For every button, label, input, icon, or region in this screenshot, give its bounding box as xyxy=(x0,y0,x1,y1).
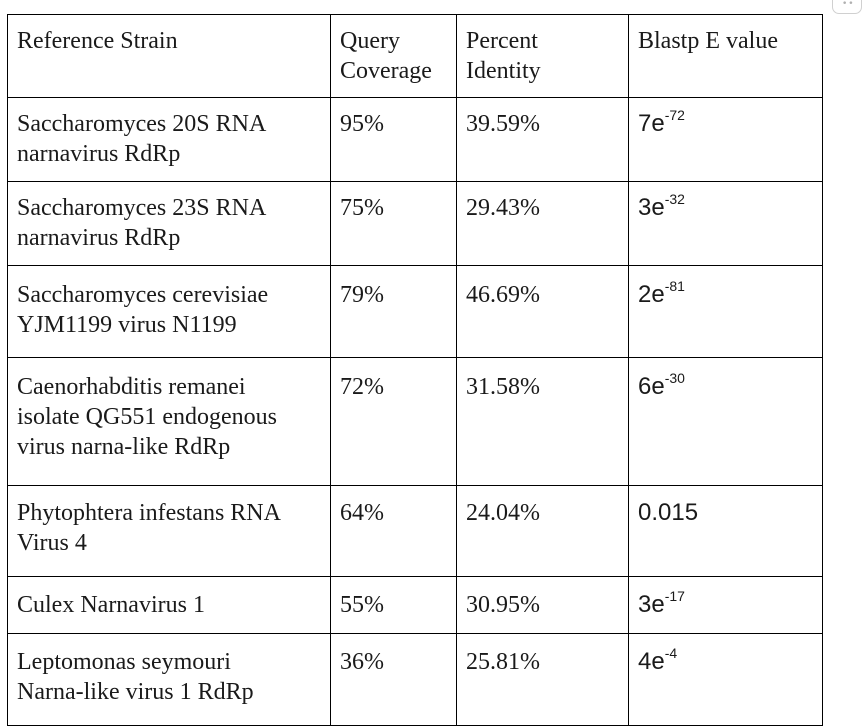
cell-identity: 29.43% xyxy=(457,182,629,266)
table-row: Phytophtera infestans RNA Virus 4 64% 24… xyxy=(8,486,823,577)
cell-coverage: 72% xyxy=(331,358,457,486)
cell-identity: 25.81% xyxy=(457,634,629,726)
cell-evalue: 7e-72 xyxy=(629,98,823,182)
cell-evalue: 2e-81 xyxy=(629,266,823,358)
header-text: Query xyxy=(340,26,447,56)
evalue-exponent: -32 xyxy=(665,191,685,207)
header-text: Blastp E value xyxy=(638,26,813,56)
cell-coverage: 64% xyxy=(331,486,457,577)
cell-strain: Leptomonas seymouri Narna-like virus 1 R… xyxy=(8,634,331,726)
cell-evalue: 0.015 xyxy=(629,486,823,577)
cell-evalue: 3e-17 xyxy=(629,577,823,634)
cell-text: Saccharomyces 20S RNA xyxy=(17,109,321,139)
cell-identity: 24.04% xyxy=(457,486,629,577)
header-query-coverage: Query Coverage xyxy=(331,15,457,98)
cell-identity: 46.69% xyxy=(457,266,629,358)
cell-text: Culex Narnavirus 1 xyxy=(17,590,321,620)
evalue-exponent: -17 xyxy=(665,588,685,604)
more-dots-icon: •• xyxy=(842,0,855,9)
cell-strain: Saccharomyces 20S RNA narnavirus RdRp xyxy=(8,98,331,182)
header-blastp-evalue: Blastp E value xyxy=(629,15,823,98)
cell-text: narnavirus RdRp xyxy=(17,139,321,169)
cell-text: Virus 4 xyxy=(17,528,321,558)
evalue-exponent: -4 xyxy=(665,645,677,661)
cell-strain: Culex Narnavirus 1 xyxy=(8,577,331,634)
table-row: Caenorhabditis remanei isolate QG551 end… xyxy=(8,358,823,486)
evalue-base: 6e xyxy=(638,373,665,400)
cell-identity: 39.59% xyxy=(457,98,629,182)
evalue-base: 2e xyxy=(638,281,665,308)
table-header-row: Reference Strain Query Coverage Percent … xyxy=(8,15,823,98)
table-row: Leptomonas seymouri Narna-like virus 1 R… xyxy=(8,634,823,726)
table-row: Saccharomyces cerevisiae YJM1199 virus N… xyxy=(8,266,823,358)
evalue-exponent: -30 xyxy=(665,370,685,386)
cell-text: virus narna-like RdRp xyxy=(17,432,321,462)
cell-evalue: 3e-32 xyxy=(629,182,823,266)
table-options-handle[interactable]: •• xyxy=(832,0,862,14)
cell-coverage: 36% xyxy=(331,634,457,726)
cell-text: YJM1199 virus N1199 xyxy=(17,310,321,340)
evalue-base: 7e xyxy=(638,110,665,137)
cell-text: Caenorhabditis remanei xyxy=(17,372,321,402)
cell-coverage: 79% xyxy=(331,266,457,358)
cell-strain: Phytophtera infestans RNA Virus 4 xyxy=(8,486,331,577)
table-row: Saccharomyces 20S RNA narnavirus RdRp 95… xyxy=(8,98,823,182)
cell-identity: 30.95% xyxy=(457,577,629,634)
cell-text: Saccharomyces cerevisiae xyxy=(17,280,321,310)
cell-coverage: 95% xyxy=(331,98,457,182)
cell-text: Narna-like virus 1 RdRp xyxy=(17,677,321,707)
evalue-base: 4e xyxy=(638,648,665,675)
cell-text: narnavirus RdRp xyxy=(17,223,321,253)
cell-coverage: 75% xyxy=(331,182,457,266)
header-text: Percent xyxy=(466,26,619,56)
header-percent-identity: Percent Identity xyxy=(457,15,629,98)
cell-text: Leptomonas seymouri xyxy=(17,647,321,677)
evalue-exponent: -72 xyxy=(665,107,685,123)
cell-text: isolate QG551 endogenous xyxy=(17,402,321,432)
cell-strain: Saccharomyces cerevisiae YJM1199 virus N… xyxy=(8,266,331,358)
header-text: Reference Strain xyxy=(17,26,321,56)
header-text: Identity xyxy=(466,56,619,86)
table-row: Saccharomyces 23S RNA narnavirus RdRp 75… xyxy=(8,182,823,266)
cell-strain: Caenorhabditis remanei isolate QG551 end… xyxy=(8,358,331,486)
evalue-base: 3e xyxy=(638,194,665,221)
header-text: Coverage xyxy=(340,56,447,86)
cell-coverage: 55% xyxy=(331,577,457,634)
evalue-base: 0.015 xyxy=(638,499,698,526)
cell-evalue: 4e-4 xyxy=(629,634,823,726)
cell-identity: 31.58% xyxy=(457,358,629,486)
evalue-base: 3e xyxy=(638,591,665,618)
evalue-exponent: -81 xyxy=(665,278,685,294)
blastp-results-table: Reference Strain Query Coverage Percent … xyxy=(7,14,823,726)
cell-text: Saccharomyces 23S RNA xyxy=(17,193,321,223)
cell-text: Phytophtera infestans RNA xyxy=(17,498,321,528)
header-reference-strain: Reference Strain xyxy=(8,15,331,98)
table-row: Culex Narnavirus 1 55% 30.95% 3e-17 xyxy=(8,577,823,634)
cell-evalue: 6e-30 xyxy=(629,358,823,486)
cell-strain: Saccharomyces 23S RNA narnavirus RdRp xyxy=(8,182,331,266)
